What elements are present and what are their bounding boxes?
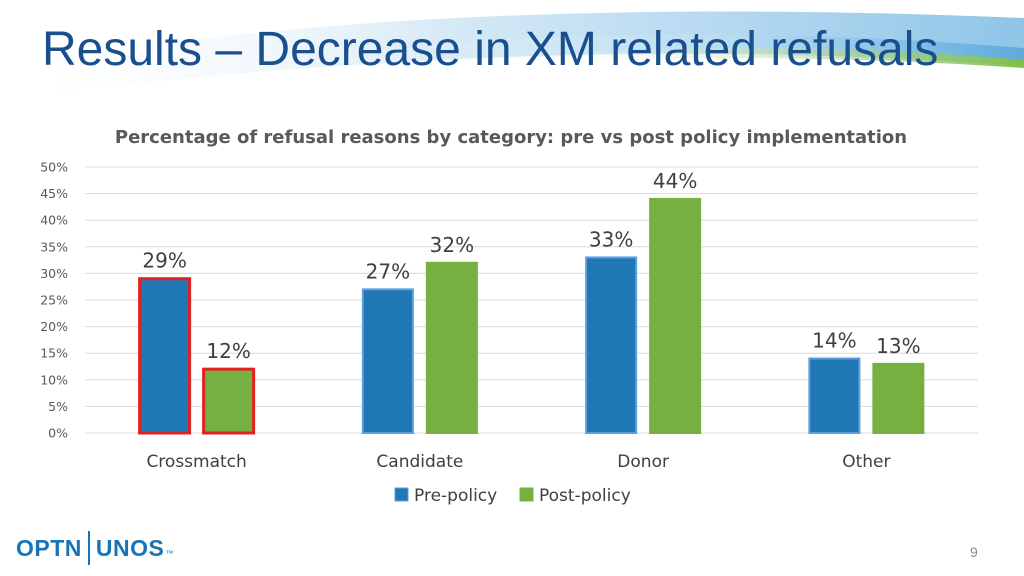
data-label: 44% [653,169,697,193]
y-tick-label: 40% [40,213,68,228]
legend-swatch-pre-policy [394,487,409,502]
y-tick-label: 50% [40,160,68,175]
page-number: 9 [970,544,978,560]
x-category-label: Donor [617,452,669,472]
y-tick-label: 10% [40,372,68,387]
data-label: 13% [876,334,920,358]
legend-label: Pre-policy [414,486,497,506]
bar-candidate-post-policy [425,261,478,435]
bar-candidate-pre-policy [361,288,414,434]
y-tick-label: 45% [40,186,68,201]
bars [138,197,925,435]
bar-other-post-policy [872,362,925,434]
y-tick-label: 15% [40,346,68,361]
data-label: 27% [366,259,410,283]
bar-donor-pre-policy [585,256,638,434]
data-label: 33% [589,227,633,251]
logo-trademark: ™ [165,549,174,558]
bar-crossmatch-post-policy [202,367,256,435]
y-tick-label: 30% [40,266,68,281]
y-tick-label: 0% [48,426,68,441]
bar-crossmatch-pre-policy [138,277,192,435]
slide-title: Results – Decrease in XM related refusal… [42,23,939,76]
data-label: 12% [206,339,250,363]
x-category-label: Candidate [376,452,463,472]
legend: Pre-policy Post-policy [394,486,631,506]
x-category-label: Crossmatch [146,452,246,472]
bar-other-pre-policy [808,357,861,434]
x-category-label: Other [842,452,890,472]
data-label: 14% [812,329,856,353]
y-tick-label: 20% [40,319,68,334]
bar-donor-post-policy [649,197,702,434]
optn-unos-logo: OPTN UNOS ™ [16,528,173,568]
chart-title: Percentage of refusal reasons by categor… [115,127,907,148]
y-tick-label: 25% [40,293,68,308]
title-banner-swoosh [0,11,1024,100]
data-label: 29% [142,249,186,273]
legend-label: Post-policy [539,486,631,506]
data-label: 32% [430,233,474,257]
y-tick-label: 35% [40,239,68,254]
gridlines: 0% 5% 10% 15% 20% 25% 30% 35% 40% 45% 50% [40,160,978,441]
logo-optn: OPTN [16,534,82,561]
data-labels: 29% 12% Crossmatch 27% 32% Candidate 33% 44% Don… [142,169,920,472]
logo-unos: UNOS [95,534,165,561]
legend-swatch-post-policy [519,487,534,502]
y-tick-label: 5% [48,399,68,414]
logo-divider [87,531,90,565]
